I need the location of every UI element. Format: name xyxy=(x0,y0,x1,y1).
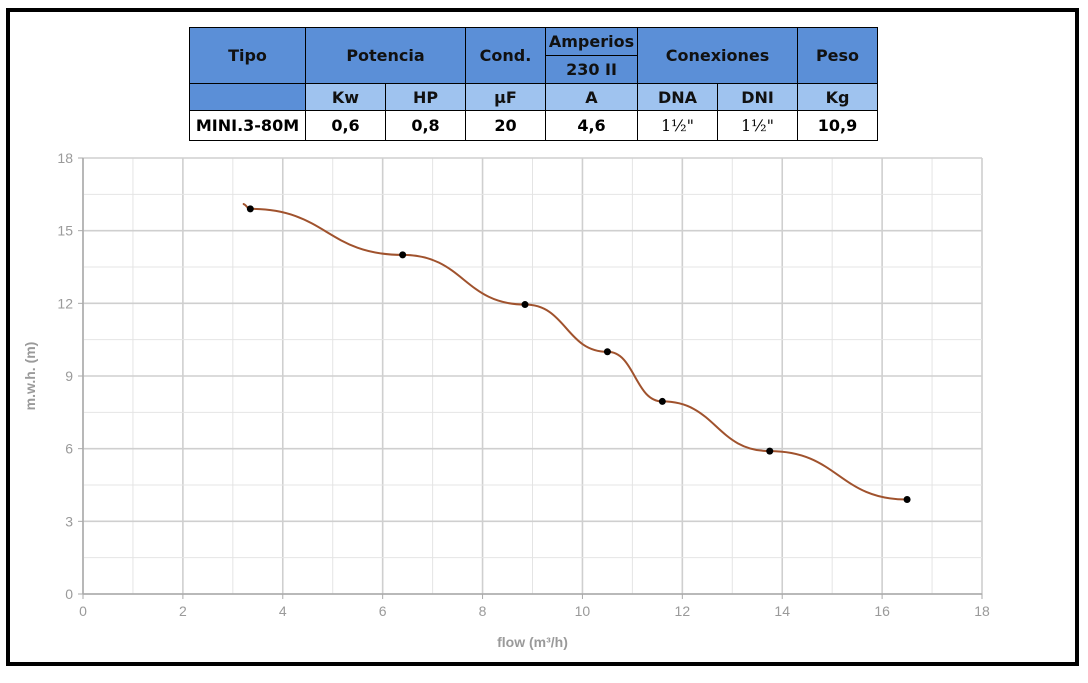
data-points xyxy=(246,205,911,504)
x-tick-label: 2 xyxy=(179,603,187,619)
cell-kw: 0,6 xyxy=(305,110,386,141)
y-tick-label: 15 xyxy=(57,223,73,239)
unit-a: A xyxy=(545,83,638,111)
x-tick-label: 6 xyxy=(379,603,387,619)
tick-labels: 0 2 4 6 8 10 12 14 16 18 0 3 6 9 12 15 18 xyxy=(57,150,990,619)
x-tick-label: 12 xyxy=(675,603,691,619)
y-tick-label: 18 xyxy=(57,150,73,166)
spec-table: Tipo Potencia Cond. Amperios Conexiones … xyxy=(189,27,878,141)
x-tick-label: 14 xyxy=(774,603,790,619)
cell-kg: 10,9 xyxy=(797,110,878,141)
x-tick-label: 0 xyxy=(79,603,87,619)
header-amperios-sub: 230 II xyxy=(545,55,638,84)
y-tick-label: 0 xyxy=(65,586,73,602)
data-point xyxy=(521,301,529,309)
header-potencia: Potencia xyxy=(305,27,466,84)
data-point xyxy=(399,251,407,259)
unit-dna: DNA xyxy=(637,83,718,111)
x-tick-label: 8 xyxy=(479,603,487,619)
cell-hp: 0,8 xyxy=(385,110,466,141)
cell-uf: 20 xyxy=(465,110,546,141)
header-conexiones: Conexiones xyxy=(637,27,798,84)
performance-curve xyxy=(242,203,908,501)
y-tick-label: 12 xyxy=(57,295,73,311)
header-amperios: Amperios xyxy=(545,27,638,56)
y-tick-label: 3 xyxy=(65,513,73,529)
header-cond: Cond. xyxy=(465,27,546,84)
y-tick-label: 6 xyxy=(65,441,73,457)
header-peso: Peso xyxy=(797,27,878,84)
y-axis-label: m.w.h. (m) xyxy=(22,342,38,411)
data-point xyxy=(658,397,666,405)
grid xyxy=(82,157,983,595)
x-tick-label: 16 xyxy=(874,603,890,619)
data-point xyxy=(603,348,611,356)
x-axis-label: flow (m³/h) xyxy=(497,634,568,650)
x-tick-label: 4 xyxy=(279,603,287,619)
header-tipo: Tipo xyxy=(189,27,306,84)
unit-kw: Kw xyxy=(305,83,386,111)
cell-a: 4,6 xyxy=(545,110,638,141)
cell-dni: 1½" xyxy=(717,110,798,141)
cell-model: MINI.3-80M xyxy=(189,110,306,141)
y-tick-label: 9 xyxy=(65,368,73,384)
data-point xyxy=(246,205,254,213)
unit-uf: µF xyxy=(465,83,546,111)
x-tick-label: 18 xyxy=(974,603,990,619)
data-point xyxy=(903,496,911,504)
data-point xyxy=(766,447,774,455)
x-tick-label: 10 xyxy=(575,603,591,619)
cell-dna: 1½" xyxy=(637,110,718,141)
